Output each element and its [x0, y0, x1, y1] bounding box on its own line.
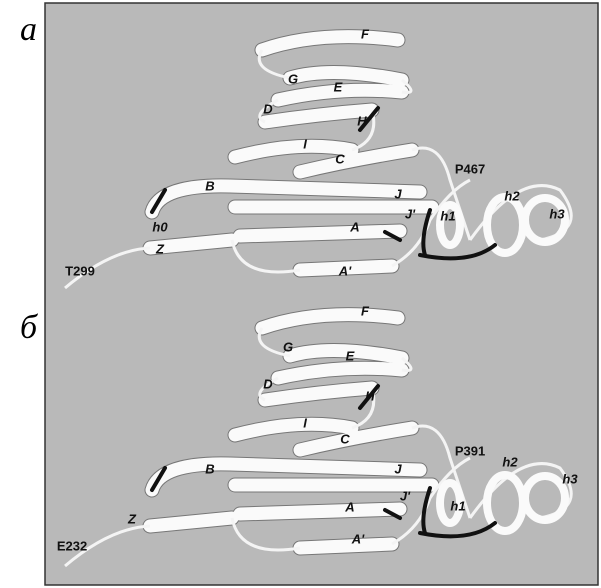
element-label: h2 [504, 188, 520, 203]
figure: а F G E D H I C P467 B Jh2 h3 h0 J' h1 A Z T299 A' б F G E D H I C… [0, 0, 601, 588]
element-label: F [361, 26, 370, 41]
residue-label: T299 [65, 263, 95, 278]
element-label: A' [338, 263, 352, 278]
panel-label: б [20, 309, 39, 346]
element-label: G [283, 339, 293, 354]
element-label: I [303, 136, 307, 151]
element-label: B [205, 178, 214, 193]
element-label: A [349, 219, 359, 234]
panel-label: а [20, 11, 37, 48]
element-label: h1 [450, 498, 465, 513]
element-label: E [334, 79, 343, 94]
residue-label: P391 [455, 443, 485, 458]
element-label: C [335, 151, 345, 166]
element-label: F [361, 303, 370, 318]
element-label: J' [405, 206, 416, 221]
element-label: h2 [502, 454, 518, 469]
residue-label: E232 [57, 538, 87, 553]
element-label: A' [351, 531, 365, 546]
residue-label: P467 [455, 161, 485, 176]
element-label: H [365, 388, 375, 403]
element-label: E [346, 348, 355, 363]
element-label: H [357, 113, 367, 128]
element-label: C [340, 431, 350, 446]
element-label: h3 [549, 206, 565, 221]
element-label: A [344, 499, 354, 514]
element-label: D [263, 101, 273, 116]
element-label: J [394, 461, 402, 476]
element-label: I [303, 415, 307, 430]
element-label: h0 [152, 219, 168, 234]
element-label: G [288, 71, 298, 86]
element-label: J [394, 186, 402, 201]
element-label: Z [127, 511, 137, 526]
element-label: h1 [440, 208, 455, 223]
element-label: J' [400, 488, 411, 503]
element-label: B [205, 461, 214, 476]
element-label: D [263, 376, 273, 391]
element-label: Z [155, 241, 165, 256]
element-label: h3 [562, 471, 578, 486]
